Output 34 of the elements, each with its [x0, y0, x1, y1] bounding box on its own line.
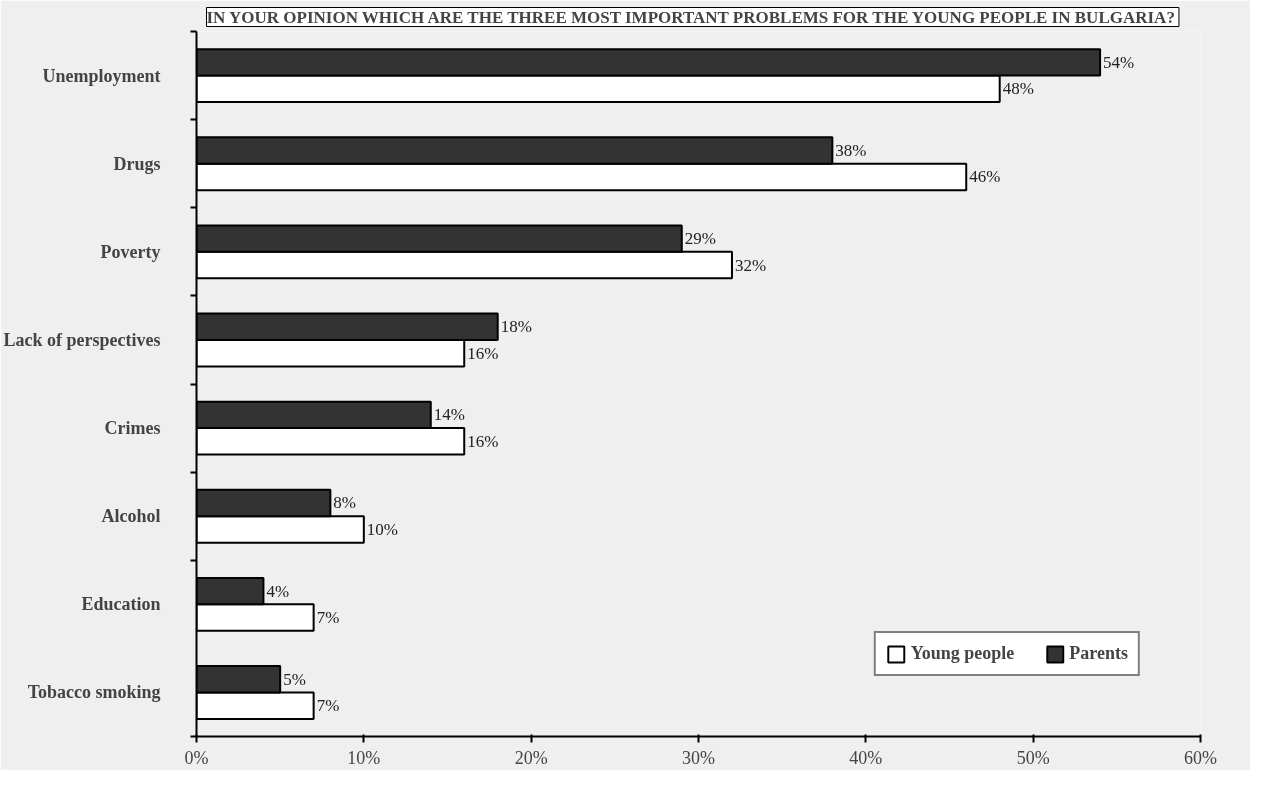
data-label: 54%	[1103, 52, 1135, 72]
data-label: 46%	[969, 167, 1001, 187]
y-tick-label: Poverty	[100, 241, 161, 262]
y-tick-label: Alcohol	[101, 506, 161, 527]
y-tick-label: Drugs	[113, 153, 161, 174]
x-tick-label: 60%	[1184, 747, 1217, 768]
y-tick-label: Lack of perspectives	[3, 329, 161, 350]
x-tick-label: 40%	[849, 747, 883, 768]
data-label: 16%	[467, 431, 499, 451]
data-label: 18%	[500, 317, 532, 337]
data-label: 29%	[684, 229, 716, 249]
data-label: 10%	[366, 519, 399, 539]
chart-title: IN YOUR OPINION WHICH ARE THE THREE MOST IMPORTANT PROBLEMS FOR THE YOUNG PEOPLE IN BULGARIA?	[206, 7, 1175, 27]
y-tick-label: Unemployment	[42, 65, 161, 86]
x-tick-label: 20%	[514, 747, 548, 768]
data-label: 8%	[333, 493, 357, 513]
data-label: 14%	[433, 405, 465, 425]
y-tick-label: Tobacco smoking	[27, 682, 161, 703]
y-tick-label: Education	[81, 594, 161, 615]
legend-label: Parents	[1069, 643, 1128, 664]
data-label: 38%	[835, 140, 867, 160]
x-tick-label: 50%	[1016, 747, 1050, 768]
x-tick-label: 30%	[682, 747, 715, 768]
data-label: 32%	[734, 255, 767, 275]
x-tick-label: 10%	[347, 747, 381, 768]
data-label: 48%	[1002, 79, 1034, 99]
data-label: 7%	[316, 608, 340, 628]
data-label: 5%	[283, 669, 306, 689]
data-label: 7%	[316, 696, 340, 716]
data-label: 16%	[467, 343, 499, 363]
y-tick-label: Crimes	[104, 418, 161, 439]
data-label: 4%	[266, 581, 290, 601]
legend-label: Young people	[910, 643, 1015, 664]
x-tick-label: 0%	[184, 747, 209, 768]
